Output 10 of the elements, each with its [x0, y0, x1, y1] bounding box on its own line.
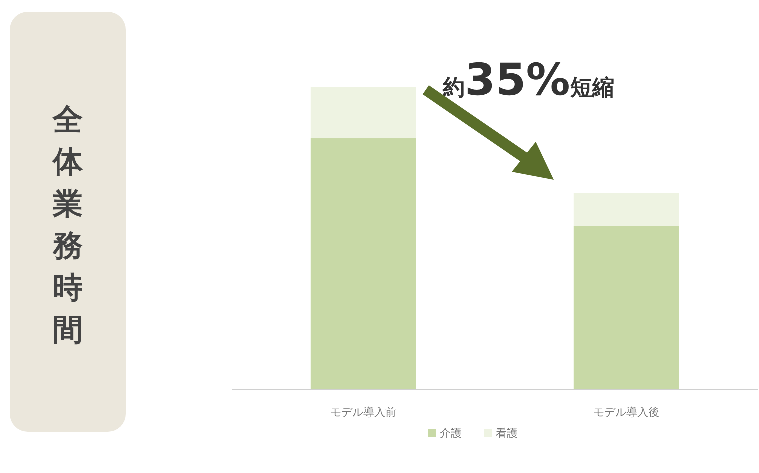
x-tick-label: モデル導入前 [330, 406, 396, 419]
annotation: 約35%短縮 [442, 55, 614, 106]
text: 全体業務時間 [52, 103, 84, 348]
bar [310, 87, 416, 139]
x-tick-label: モデル導入後 [594, 406, 660, 419]
legend-label: 介護 [440, 427, 462, 440]
bar [310, 138, 416, 390]
legend-label: 看護 [496, 427, 518, 440]
bar [574, 226, 680, 390]
bar [574, 193, 680, 226]
